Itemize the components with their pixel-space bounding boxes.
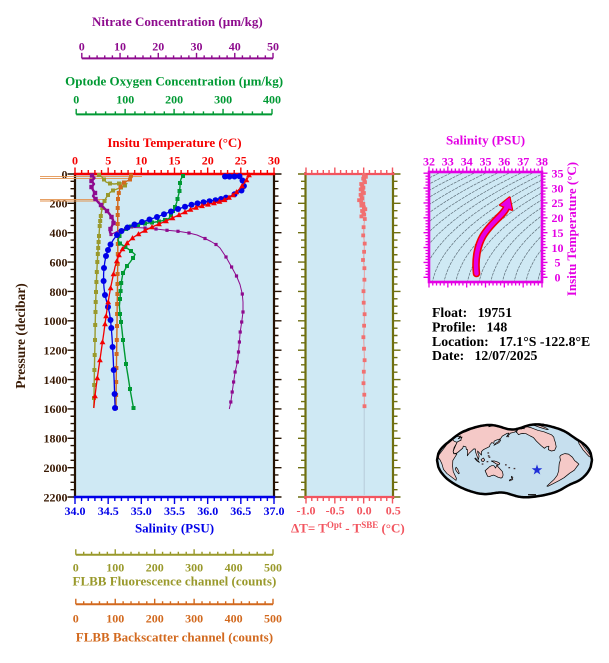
svg-text:Nitrate Concentration (µm/kg): Nitrate Concentration (µm/kg) (92, 14, 263, 29)
svg-text:2000: 2000 (44, 461, 68, 475)
svg-text:Location: 17.1°S -122.8°E: Location: 17.1°S -122.8°E (432, 334, 590, 349)
svg-text:25: 25 (552, 196, 564, 210)
svg-text:Date: 12/07/2025: Date: 12/07/2025 (432, 348, 537, 363)
svg-text:200: 200 (165, 93, 183, 107)
svg-text:34.0: 34.0 (65, 504, 86, 518)
svg-text:1200: 1200 (44, 344, 68, 358)
svg-text:20: 20 (202, 153, 214, 167)
svg-text:Salinity (PSU): Salinity (PSU) (135, 521, 214, 536)
svg-text:0: 0 (72, 153, 78, 167)
svg-text:400: 400 (50, 226, 68, 240)
svg-text:Profile: 148: Profile: 148 (432, 319, 507, 334)
svg-text:400: 400 (263, 93, 281, 107)
svg-text:Pressure (decibar): Pressure (decibar) (13, 283, 28, 389)
svg-text:36.0: 36.0 (197, 504, 218, 518)
svg-text:1600: 1600 (44, 402, 68, 416)
svg-text:-1.0: -1.0 (297, 504, 316, 518)
svg-text:40: 40 (229, 39, 241, 53)
svg-text:600: 600 (50, 255, 68, 269)
svg-text:300: 300 (214, 93, 232, 107)
svg-text:32: 32 (423, 155, 435, 169)
svg-text:50: 50 (267, 39, 279, 53)
svg-text:34.5: 34.5 (98, 504, 119, 518)
svg-text:33: 33 (442, 155, 454, 169)
svg-text:10: 10 (552, 241, 564, 255)
svg-text:0: 0 (73, 93, 79, 107)
svg-text:30: 30 (191, 39, 203, 53)
svg-text:35: 35 (552, 167, 564, 181)
svg-text:15: 15 (169, 153, 181, 167)
svg-text:800: 800 (50, 285, 68, 299)
svg-text:20: 20 (152, 39, 164, 53)
svg-text:Insitu Temperature (°C): Insitu Temperature (°C) (564, 162, 579, 296)
svg-text:35.0: 35.0 (131, 504, 152, 518)
svg-text:300: 300 (185, 561, 203, 575)
svg-text:10: 10 (135, 153, 147, 167)
svg-text:35.5: 35.5 (164, 504, 185, 518)
svg-text:400: 400 (225, 561, 243, 575)
svg-text:ΔT= TOpt - TSBE (°C): ΔT= TOpt - TSBE (°C) (291, 520, 405, 536)
svg-text:36.5: 36.5 (230, 504, 251, 518)
svg-text:35: 35 (480, 155, 492, 169)
svg-text:15: 15 (552, 226, 564, 240)
svg-text:34: 34 (461, 155, 473, 169)
svg-text:25: 25 (235, 153, 247, 167)
svg-text:-0.5: -0.5 (326, 504, 345, 518)
svg-text:1400: 1400 (44, 373, 68, 387)
svg-text:0: 0 (73, 612, 79, 626)
svg-text:100: 100 (106, 612, 124, 626)
svg-text:Insitu Temperature (°C): Insitu Temperature (°C) (107, 135, 241, 150)
svg-text:0.5: 0.5 (386, 504, 401, 518)
svg-text:100: 100 (116, 93, 134, 107)
svg-text:Optode Oxygen Concentration (µ: Optode Oxygen Concentration (µm/kg) (65, 73, 283, 88)
svg-text:500: 500 (264, 612, 282, 626)
svg-text:1800: 1800 (44, 432, 68, 446)
svg-text:37.0: 37.0 (264, 504, 285, 518)
svg-text:2200: 2200 (44, 490, 68, 504)
svg-text:36: 36 (498, 155, 510, 169)
svg-text:200: 200 (50, 197, 68, 211)
svg-text:200: 200 (146, 612, 164, 626)
svg-text:10: 10 (114, 39, 126, 53)
svg-text:30: 30 (268, 153, 280, 167)
svg-text:0: 0 (62, 167, 68, 181)
svg-text:FLBB Fluorescence channel (cou: FLBB Fluorescence channel (counts) (73, 574, 277, 589)
svg-text:100: 100 (106, 561, 124, 575)
svg-text:5: 5 (555, 256, 561, 270)
svg-text:0: 0 (73, 561, 79, 575)
svg-text:38: 38 (536, 155, 548, 169)
svg-text:300: 300 (185, 612, 203, 626)
svg-text:Salinity (PSU): Salinity (PSU) (446, 133, 525, 148)
svg-text:500: 500 (264, 561, 282, 575)
svg-text:Float: 19751: Float: 19751 (432, 305, 512, 320)
svg-text:5: 5 (105, 153, 111, 167)
svg-text:0: 0 (555, 271, 561, 285)
svg-text:37: 37 (517, 155, 529, 169)
svg-text:0.0: 0.0 (357, 504, 372, 518)
svg-text:200: 200 (146, 561, 164, 575)
svg-text:30: 30 (552, 181, 564, 195)
svg-text:FLBB Backscatter channel (coun: FLBB Backscatter channel (counts) (76, 630, 273, 645)
svg-text:20: 20 (552, 211, 564, 225)
svg-text:400: 400 (225, 612, 243, 626)
svg-text:0: 0 (79, 39, 85, 53)
svg-text:1000: 1000 (44, 314, 68, 328)
